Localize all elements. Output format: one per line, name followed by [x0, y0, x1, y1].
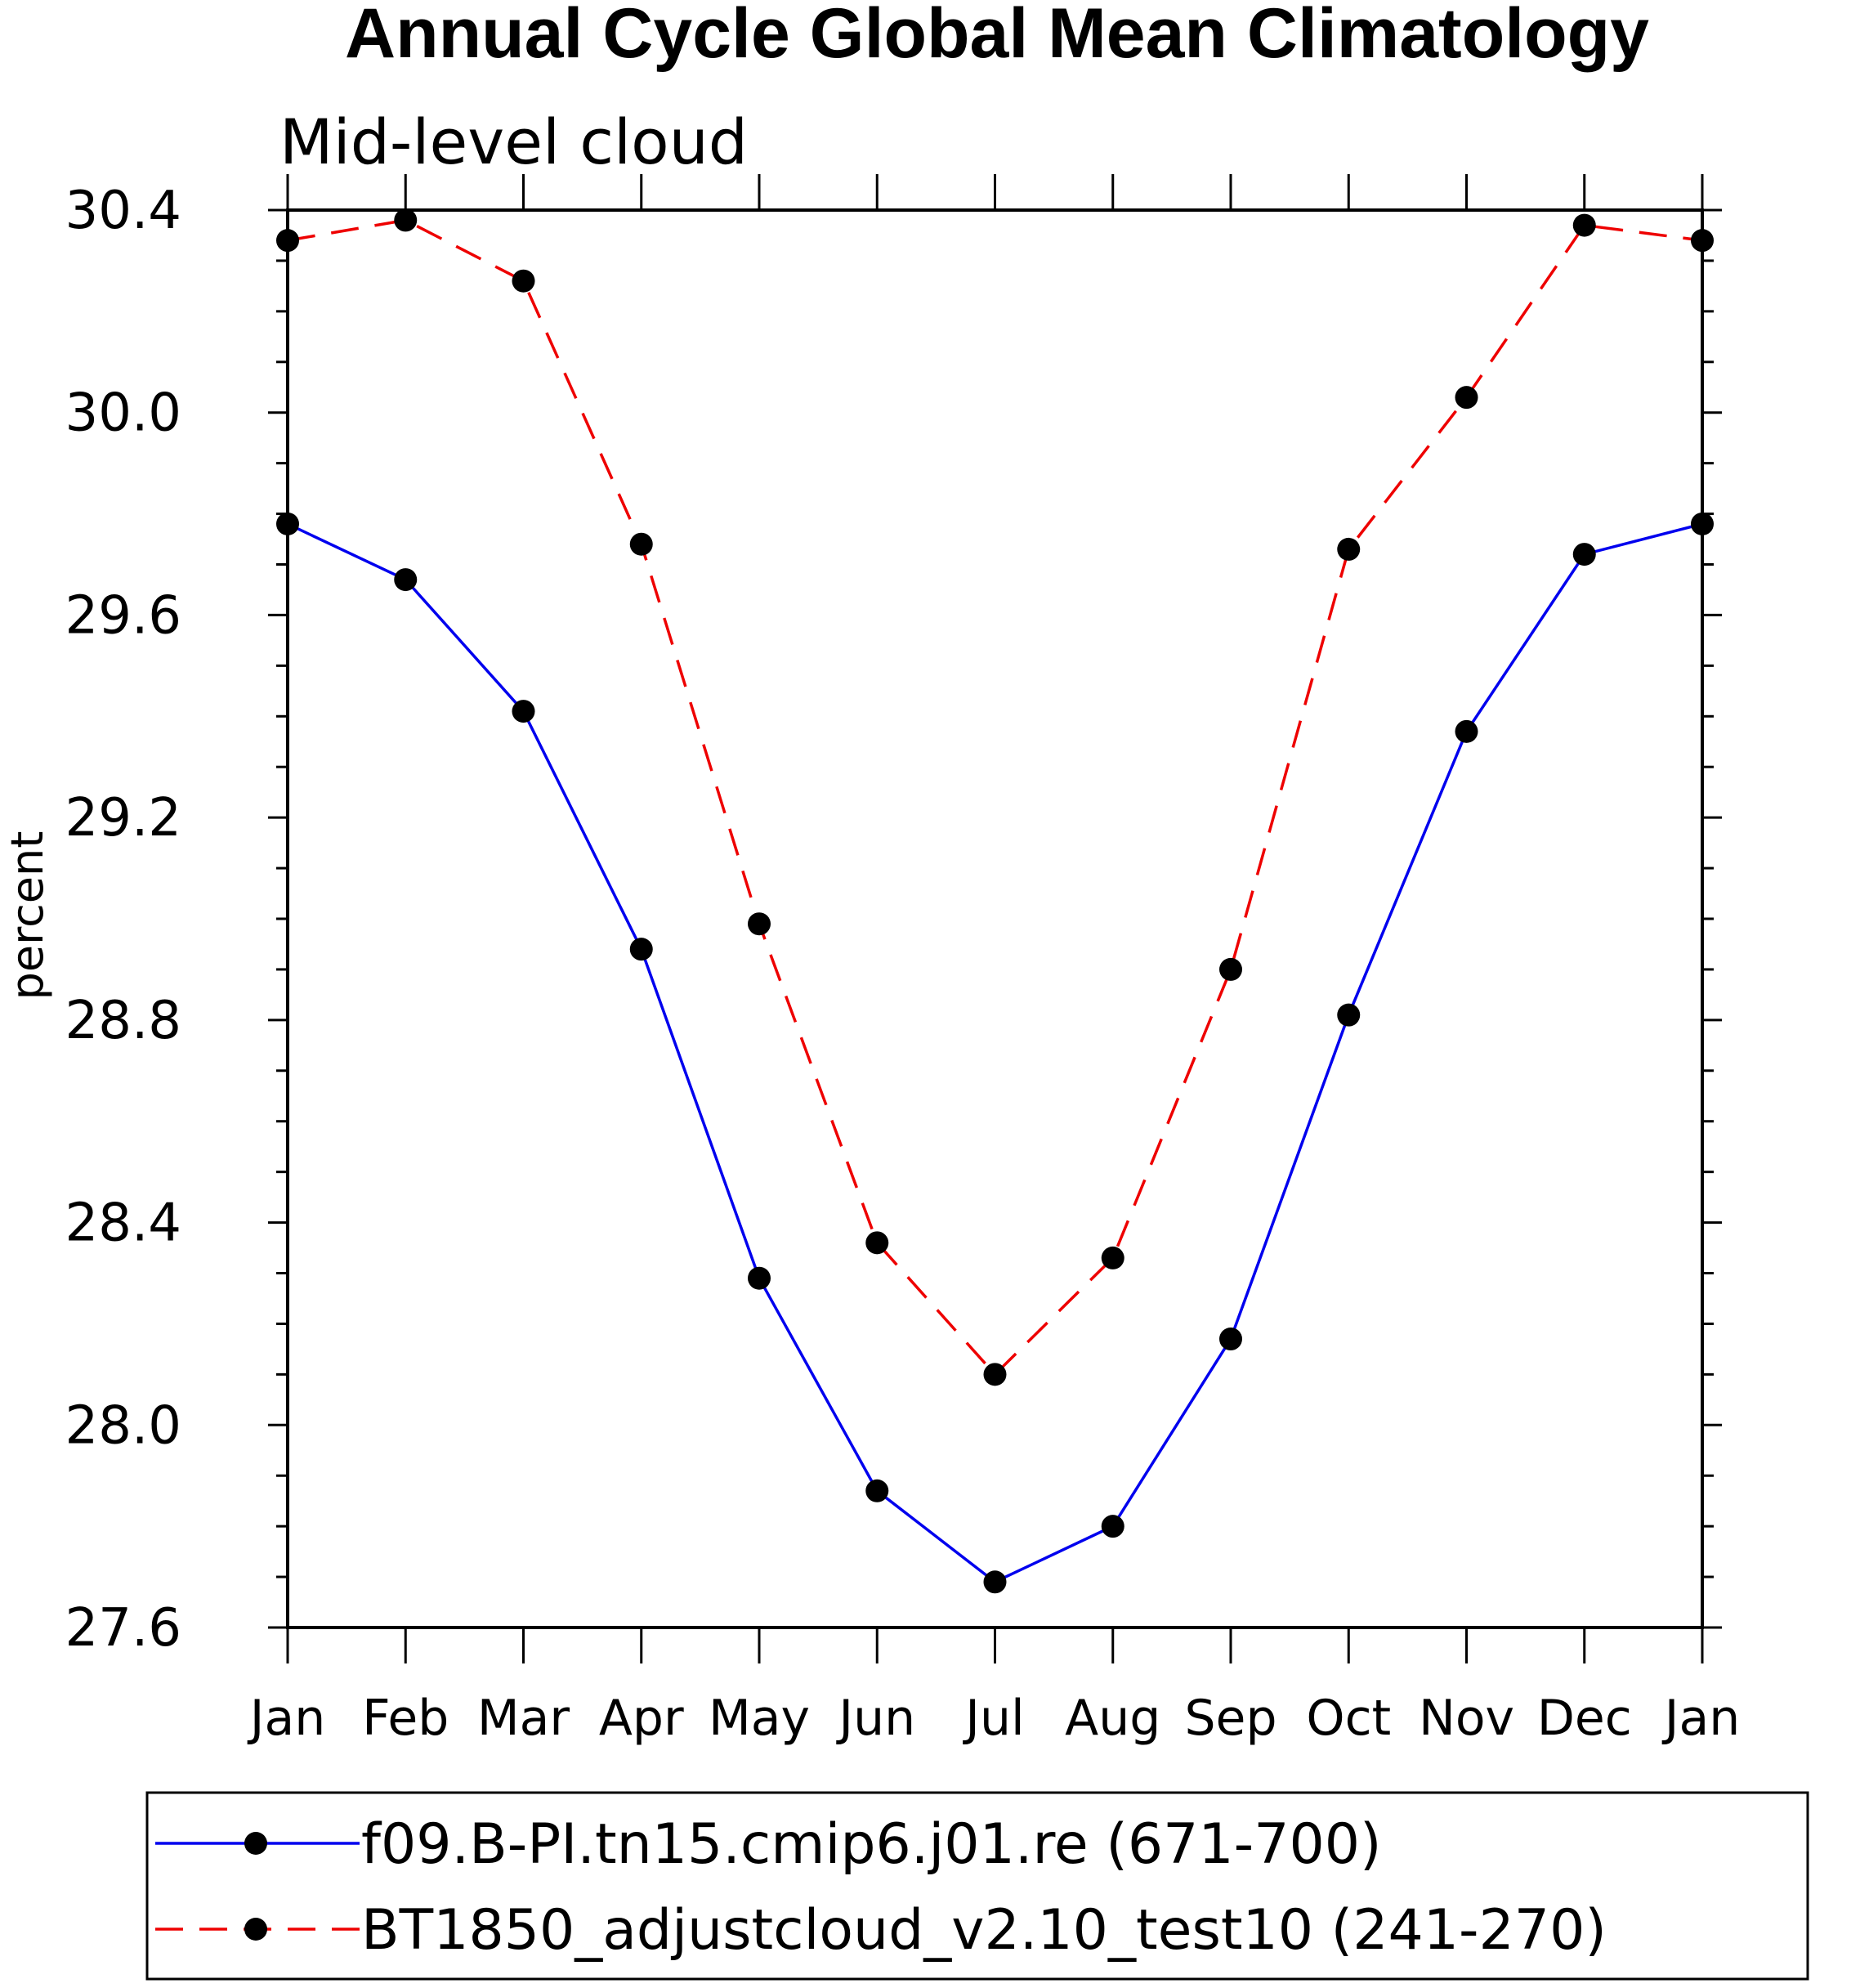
data-point [983, 1363, 1007, 1386]
y-axis-label: percent [2, 831, 53, 1001]
data-point [1691, 229, 1714, 253]
series-2 [276, 208, 1714, 1386]
y-tick-label: 28.8 [65, 991, 182, 1051]
data-point [1101, 1246, 1124, 1269]
series-1 [276, 512, 1714, 1594]
x-tick-label: Jun [835, 1690, 915, 1747]
data-point [394, 568, 418, 592]
data-point [1691, 512, 1714, 535]
legend: f09.B-PI.tn15.cmip6.j01.re (671-700) BT18… [145, 1791, 1809, 1981]
data-point [1572, 543, 1596, 566]
data-point [394, 208, 418, 232]
x-tick-label: May [709, 1690, 810, 1747]
x-tick-label: Apr [599, 1690, 684, 1747]
legend-label: BT1850_adjustcloud_v2.10_test10 (241-270… [361, 1898, 1607, 1963]
data-point [629, 938, 653, 961]
y-tick-label: 30.0 [65, 383, 182, 444]
data-point [512, 269, 535, 293]
legend-label: f09.B-PI.tn15.cmip6.j01.re (671-700) [361, 1812, 1382, 1877]
axes: 27.6 28.0 28.4 28.8 29.2 29.6 30.0 30.4 Jan Feb Ma… [65, 174, 1741, 1747]
data-point [1101, 1515, 1124, 1538]
x-tick-label: Jul [962, 1690, 1024, 1747]
y-tick-label: 29.6 [65, 585, 182, 646]
legend-marker [244, 1918, 267, 1941]
x-tick-label: Nov [1419, 1690, 1514, 1747]
data-point [748, 912, 771, 936]
legend-item: BT1850_adjustcloud_v2.10_test10 (241-270… [155, 1898, 1607, 1963]
x-tick-label: Sep [1184, 1690, 1276, 1747]
chart-subtitle: Mid-level cloud [279, 105, 748, 178]
data-point [1337, 537, 1361, 561]
data-point [1572, 213, 1596, 237]
legend-item: f09.B-PI.tn15.cmip6.j01.re (671-700) [155, 1812, 1382, 1877]
series-line [287, 218, 1703, 1377]
series-layer [276, 208, 1714, 1594]
y-tick-label: 29.2 [65, 788, 182, 848]
data-point [1219, 957, 1242, 981]
data-point [512, 700, 535, 723]
x-tick-label: Dec [1537, 1690, 1632, 1747]
legend-box [145, 1791, 1809, 1981]
data-point [983, 1570, 1007, 1594]
x-tick-label: Oct [1306, 1690, 1391, 1747]
x-tick-label: Mar [477, 1690, 570, 1747]
data-point [1455, 719, 1478, 743]
data-point [276, 512, 299, 535]
data-point [1455, 386, 1478, 410]
y-tick-label: 28.4 [65, 1193, 182, 1254]
x-tick-label: Jan [247, 1690, 326, 1747]
legend-marker [244, 1832, 267, 1855]
chart-title: Annual Cycle Global Mean Climatology [345, 0, 1649, 73]
data-point [276, 229, 299, 253]
data-point [865, 1479, 889, 1502]
x-tick-label: Jan [1661, 1690, 1741, 1747]
y-tick-label: 30.4 [65, 181, 182, 241]
series-line [287, 522, 1703, 1584]
data-point [865, 1231, 889, 1255]
x-tick-label: Aug [1065, 1690, 1160, 1747]
plot-frame [286, 208, 1704, 1629]
y-tick-label: 27.6 [65, 1598, 182, 1659]
data-point [748, 1266, 771, 1290]
data-point [1337, 1003, 1361, 1027]
data-point [629, 532, 653, 556]
x-tick-label: Feb [362, 1690, 449, 1747]
y-tick-label: 28.0 [65, 1395, 182, 1456]
data-point [1219, 1328, 1242, 1351]
